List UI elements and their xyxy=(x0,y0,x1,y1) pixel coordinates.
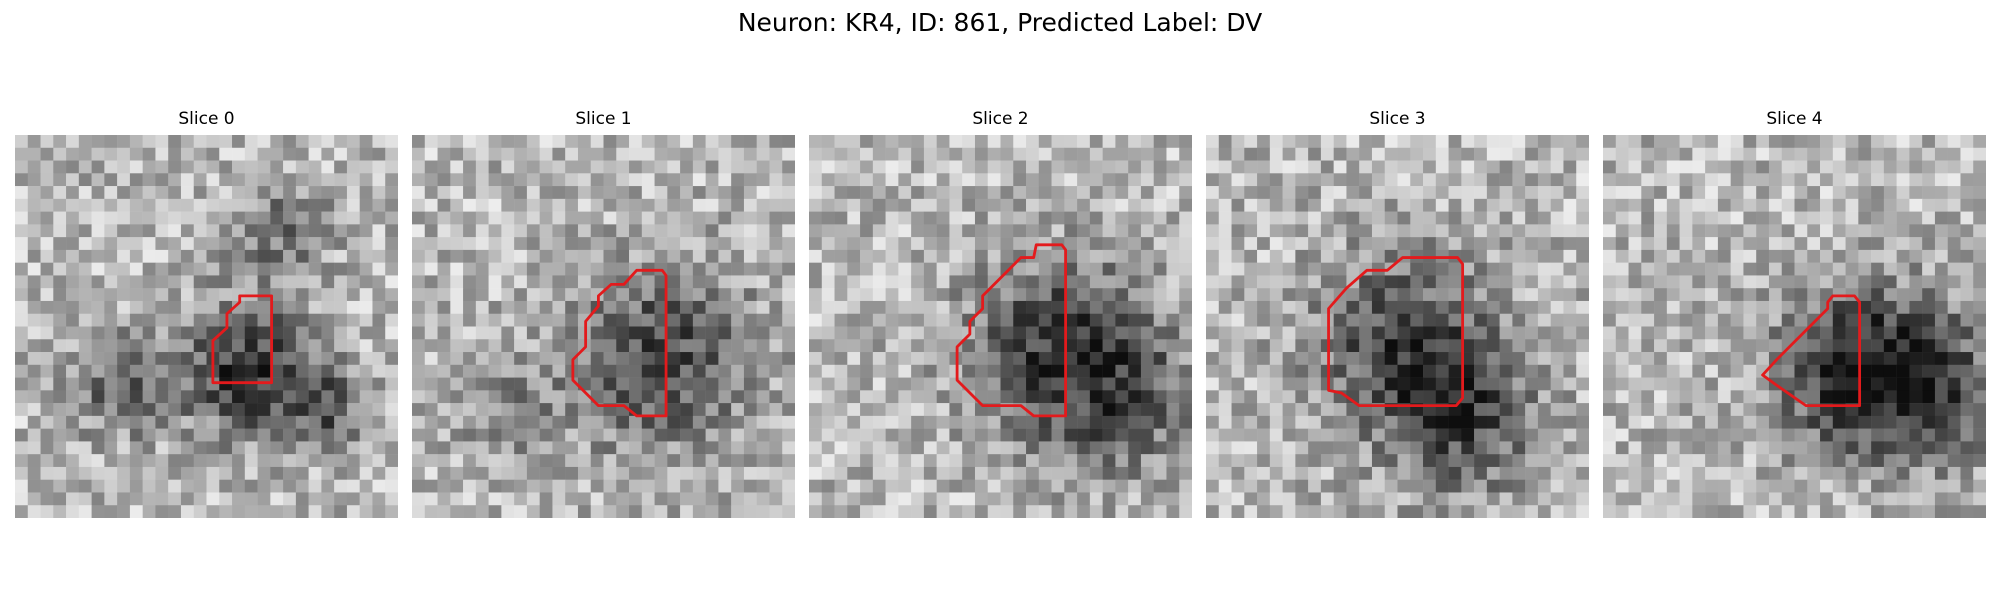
pixel-grid xyxy=(809,135,1192,518)
slice-image-4 xyxy=(1603,135,1986,518)
slice-panel-1: Slice 1 xyxy=(412,108,795,518)
slice-svg-0 xyxy=(15,135,398,518)
slice-panel-4: Slice 4 xyxy=(1603,108,1986,518)
slice-title-0: Slice 0 xyxy=(178,109,235,129)
slice-image-0 xyxy=(15,135,398,518)
pixel-grid xyxy=(1206,135,1589,518)
slice-image-3 xyxy=(1206,135,1589,518)
figure-title: Neuron: KR4, ID: 861, Predicted Label: D… xyxy=(737,8,1263,37)
slice-image-1 xyxy=(412,135,795,518)
roi-outline xyxy=(211,294,274,385)
slice-title-1: Slice 1 xyxy=(575,109,632,129)
slice-svg-3 xyxy=(1206,135,1589,518)
slice-panel-2: Slice 2 xyxy=(809,108,1192,518)
roi-outline xyxy=(571,268,668,418)
roi-outline xyxy=(1761,294,1862,408)
pixel-grid xyxy=(15,135,398,518)
slice-svg-1 xyxy=(412,135,795,518)
slice-panel-0: Slice 0 xyxy=(15,108,398,518)
slice-title-4: Slice 4 xyxy=(1766,109,1823,129)
roi-outline xyxy=(955,243,1068,418)
slice-title-2: Slice 2 xyxy=(972,109,1029,129)
slice-svg-2 xyxy=(809,135,1192,518)
slice-svg-4 xyxy=(1603,135,1986,518)
pixel-grid xyxy=(412,135,795,518)
roi-outline xyxy=(1327,256,1465,408)
slice-image-2 xyxy=(809,135,1192,518)
slice-title-3: Slice 3 xyxy=(1369,109,1426,129)
slice-panel-3: Slice 3 xyxy=(1206,108,1589,518)
pixel-grid xyxy=(1603,135,1986,518)
